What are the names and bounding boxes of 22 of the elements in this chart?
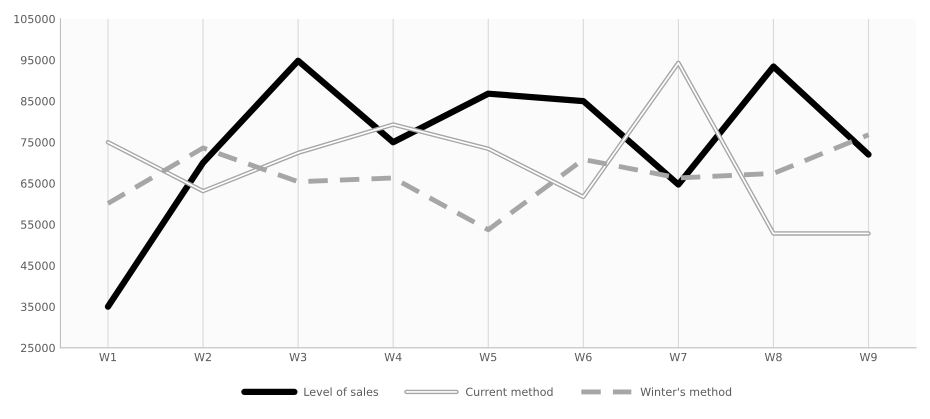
legend-label: Level of sales — [304, 387, 378, 396]
line-series — [106, 60, 871, 236]
x-tick-label: W4 — [384, 352, 402, 362]
y-tick-label: 55000 — [21, 220, 55, 229]
y-tick-label: 35000 — [21, 302, 55, 312]
y-tick-label: 95000 — [20, 56, 55, 64]
y-tick-label: 75000 — [21, 138, 55, 147]
y-tick-label: 105000 — [14, 14, 55, 24]
legend-label: Winter's method — [640, 387, 732, 396]
x-tick-label: W7 — [670, 352, 686, 362]
x-tick-label: W8 — [764, 352, 782, 362]
y-tick-label: 25000 — [21, 344, 55, 352]
y-tick-label: 65000 — [21, 179, 55, 188]
legend-label: Current method — [466, 387, 553, 396]
y-tick-label: 85000 — [20, 97, 55, 106]
x-tick-label: W9 — [860, 352, 877, 362]
x-tick-label: W2 — [194, 352, 211, 362]
y-tick-label: 45000 — [20, 262, 55, 270]
x-tick-label: W1 — [99, 352, 116, 362]
x-tick-label: W6 — [574, 352, 592, 362]
x-tick-label: W5 — [480, 352, 496, 362]
x-tick-label: W3 — [289, 352, 306, 362]
